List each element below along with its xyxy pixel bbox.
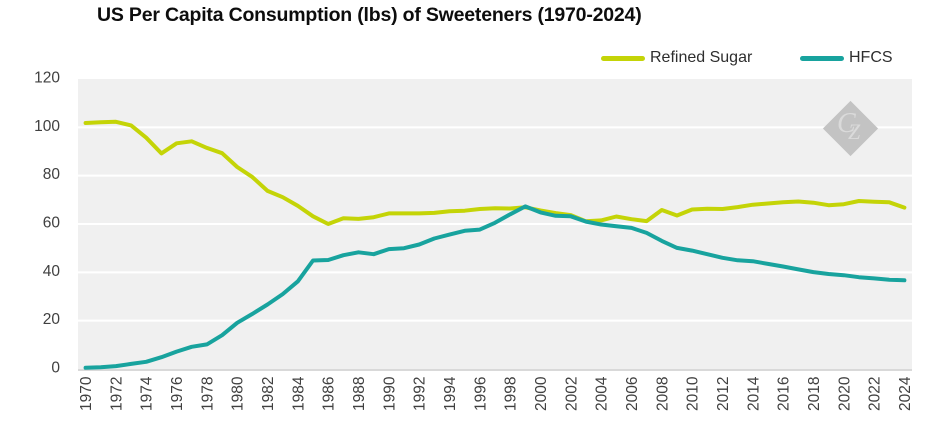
x-tick-label-2024: 2024: [897, 376, 914, 411]
x-tick-label-1980: 1980: [230, 376, 247, 411]
x-tick-label-2008: 2008: [654, 377, 671, 411]
legend-label-refined-sugar: Refined Sugar: [650, 49, 753, 66]
x-tick-label-2006: 2006: [624, 377, 641, 411]
x-tick-label-1984: 1984: [290, 376, 307, 411]
y-tick-label-0: 0: [51, 360, 60, 377]
legend-item-refined-sugar: Refined Sugar: [601, 47, 752, 69]
x-tick-label-1972: 1972: [108, 377, 125, 411]
x-tick-label-2000: 2000: [533, 376, 550, 411]
x-tick-label-2020: 2020: [836, 376, 853, 411]
x-tick-label-1974: 1974: [139, 376, 156, 411]
x-tick-label-1992: 1992: [412, 377, 429, 411]
x-tick-label-2002: 2002: [563, 377, 580, 411]
y-tick-label-80: 80: [43, 166, 61, 183]
y-tick-label-40: 40: [43, 263, 61, 280]
x-tick-label-1976: 1976: [169, 377, 186, 411]
x-tick-label-2014: 2014: [745, 376, 762, 411]
chart-title: US Per Capita Consumption (lbs) of Sweet…: [97, 4, 642, 26]
x-tick-label-2016: 2016: [776, 377, 793, 411]
legend: Refined Sugar HFCS: [0, 47, 945, 71]
x-tick-label-1988: 1988: [351, 377, 368, 411]
x-tick-label-1986: 1986: [321, 377, 338, 411]
hfcs-swatch: [800, 55, 844, 61]
legend-label-hfcs: HFCS: [849, 49, 893, 66]
x-tick-label-1970: 1970: [78, 376, 95, 411]
x-tick-label-1996: 1996: [472, 377, 489, 411]
x-tick-label-2010: 2010: [685, 376, 702, 411]
cz-watermark-letters: C Z: [831, 108, 870, 148]
legend-item-hfcs: HFCS: [800, 47, 893, 69]
series-line-refined-sugar: [83, 119, 907, 226]
series-line-hfcs: [83, 204, 907, 370]
y-tick-label-100: 100: [34, 118, 60, 135]
x-tick-label-1990: 1990: [381, 376, 398, 411]
y-tick-label-120: 120: [34, 70, 60, 87]
watermark-letter-z: Z: [848, 119, 861, 144]
y-tick-label-60: 60: [43, 215, 61, 232]
x-tick-label-2004: 2004: [594, 376, 611, 411]
x-tick-label-1982: 1982: [260, 377, 277, 411]
x-tick-label-1978: 1978: [199, 377, 216, 411]
x-tick-label-1998: 1998: [503, 377, 520, 411]
y-tick-label-20: 20: [43, 311, 61, 328]
refined-sugar-swatch: [601, 55, 645, 61]
x-tick-label-1994: 1994: [442, 376, 459, 411]
x-tick-label-2012: 2012: [715, 377, 732, 411]
x-tick-label-2022: 2022: [867, 377, 884, 411]
cz-watermark: C Z: [822, 100, 879, 157]
x-tick-label-2018: 2018: [806, 377, 823, 411]
